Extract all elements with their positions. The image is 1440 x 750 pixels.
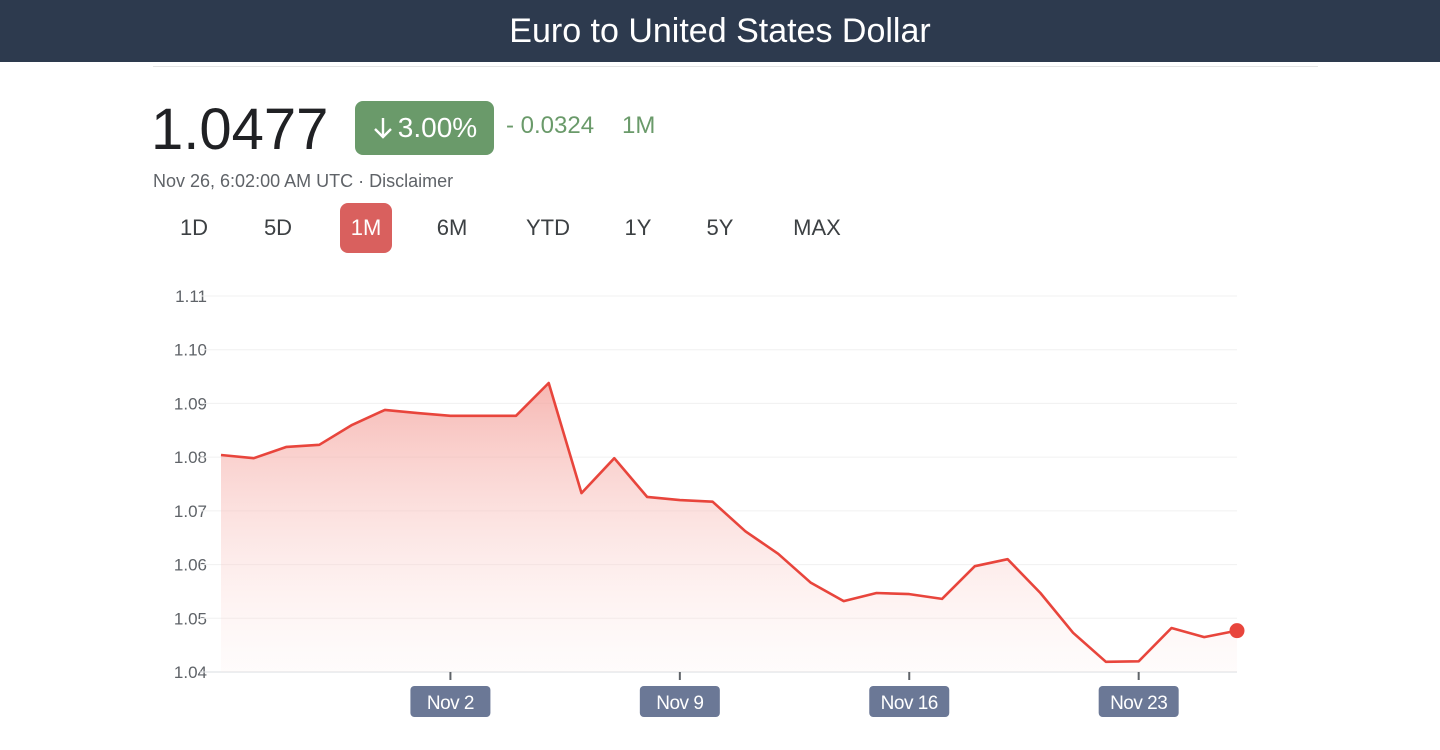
y-tick-label: 1.04 bbox=[174, 663, 207, 682]
range-button[interactable]: 1Y bbox=[624, 215, 652, 240]
y-tick-label: 1.07 bbox=[174, 502, 207, 521]
last-point bbox=[1229, 623, 1245, 639]
price: 1.0477 bbox=[151, 97, 329, 162]
x-tick-pill: Nov 9 bbox=[639, 686, 720, 717]
change-absolute: - 0.0324 bbox=[506, 112, 595, 139]
down-arrow-icon bbox=[373, 118, 392, 139]
y-tick-label: 1.11 bbox=[175, 287, 207, 306]
y-tick-label: 1.08 bbox=[174, 448, 207, 467]
range-button[interactable]: YTD bbox=[526, 215, 570, 240]
x-tick-pill: Nov 23 bbox=[1098, 686, 1179, 717]
x-tick-label: Nov 2 bbox=[427, 693, 474, 714]
range-button[interactable]: MAX bbox=[793, 215, 841, 240]
y-tick-label: 1.09 bbox=[174, 394, 207, 413]
x-tick-bg bbox=[869, 686, 950, 717]
range-button[interactable]: 6M bbox=[436, 215, 468, 240]
x-tick-bg bbox=[410, 686, 491, 717]
range-button[interactable]: 5D bbox=[263, 215, 293, 240]
range-button[interactable]: 1M bbox=[340, 203, 392, 253]
area-fill bbox=[221, 383, 1237, 672]
x-tick-label: Nov 9 bbox=[656, 693, 703, 714]
change-badge: 3.00% bbox=[355, 101, 494, 155]
change-percent: 3.00% bbox=[397, 112, 478, 143]
timestamp-line: Nov 26, 6:02:00 AM UTC · Disclaimer bbox=[153, 171, 453, 192]
range-button[interactable]: 1D bbox=[179, 215, 209, 240]
x-tick-bg bbox=[1098, 686, 1179, 717]
x-tick-label: Nov 23 bbox=[1110, 693, 1167, 714]
y-tick-label: 1.10 bbox=[174, 341, 207, 360]
y-tick-label: 1.05 bbox=[174, 609, 207, 628]
separator: · bbox=[358, 171, 365, 191]
change-period: 1M bbox=[622, 112, 656, 139]
divider bbox=[153, 66, 1318, 67]
header-title: Euro to United States Dollar bbox=[0, 0, 1440, 62]
x-tick-label: Nov 16 bbox=[881, 693, 938, 714]
range-button[interactable]: 5Y bbox=[706, 215, 734, 240]
x-tick-pill: Nov 16 bbox=[869, 686, 950, 717]
x-tick-bg bbox=[639, 686, 720, 717]
price-line bbox=[220, 381, 1238, 664]
timestamp: Nov 26, 6:02:00 AM UTC bbox=[153, 171, 354, 191]
y-tick-label: 1.06 bbox=[174, 556, 207, 575]
x-tick-pill: Nov 2 bbox=[410, 686, 491, 717]
disclaimer-link[interactable]: Disclaimer bbox=[369, 171, 454, 191]
